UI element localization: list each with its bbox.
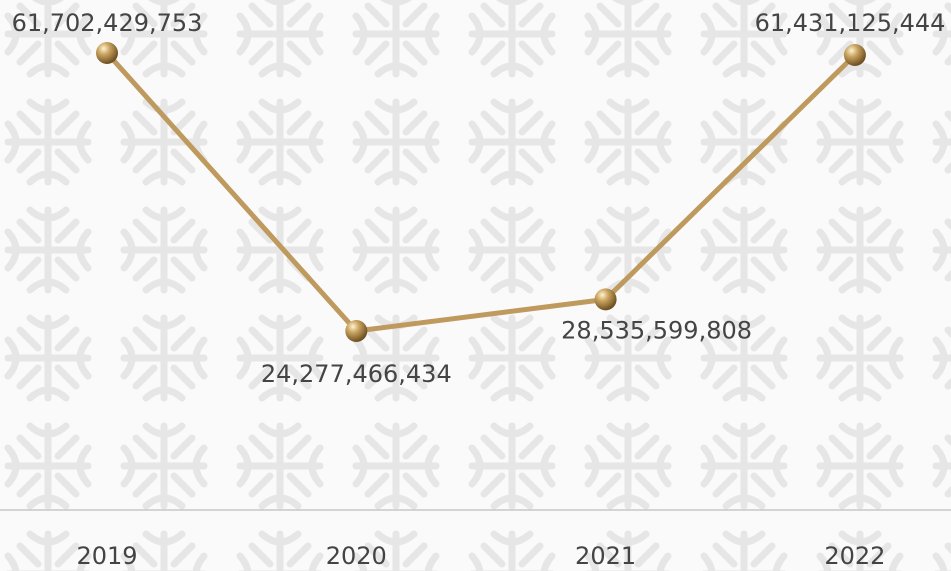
x-tick-label: 2022 — [824, 542, 885, 570]
data-label: 28,535,599,808 — [561, 316, 752, 344]
line — [105, 51, 857, 334]
data-label: 24,277,466,434 — [261, 360, 452, 388]
point — [96, 42, 118, 64]
x-tick-label: 2020 — [326, 542, 387, 570]
data-label: 61,702,429,753 — [12, 9, 203, 37]
x-tick-label: 2019 — [76, 542, 137, 570]
data-label: 61,431,125,444 — [755, 9, 946, 37]
x-tick-label: 2021 — [575, 542, 636, 570]
point — [843, 44, 866, 67]
point — [345, 320, 368, 342]
point — [594, 288, 617, 311]
